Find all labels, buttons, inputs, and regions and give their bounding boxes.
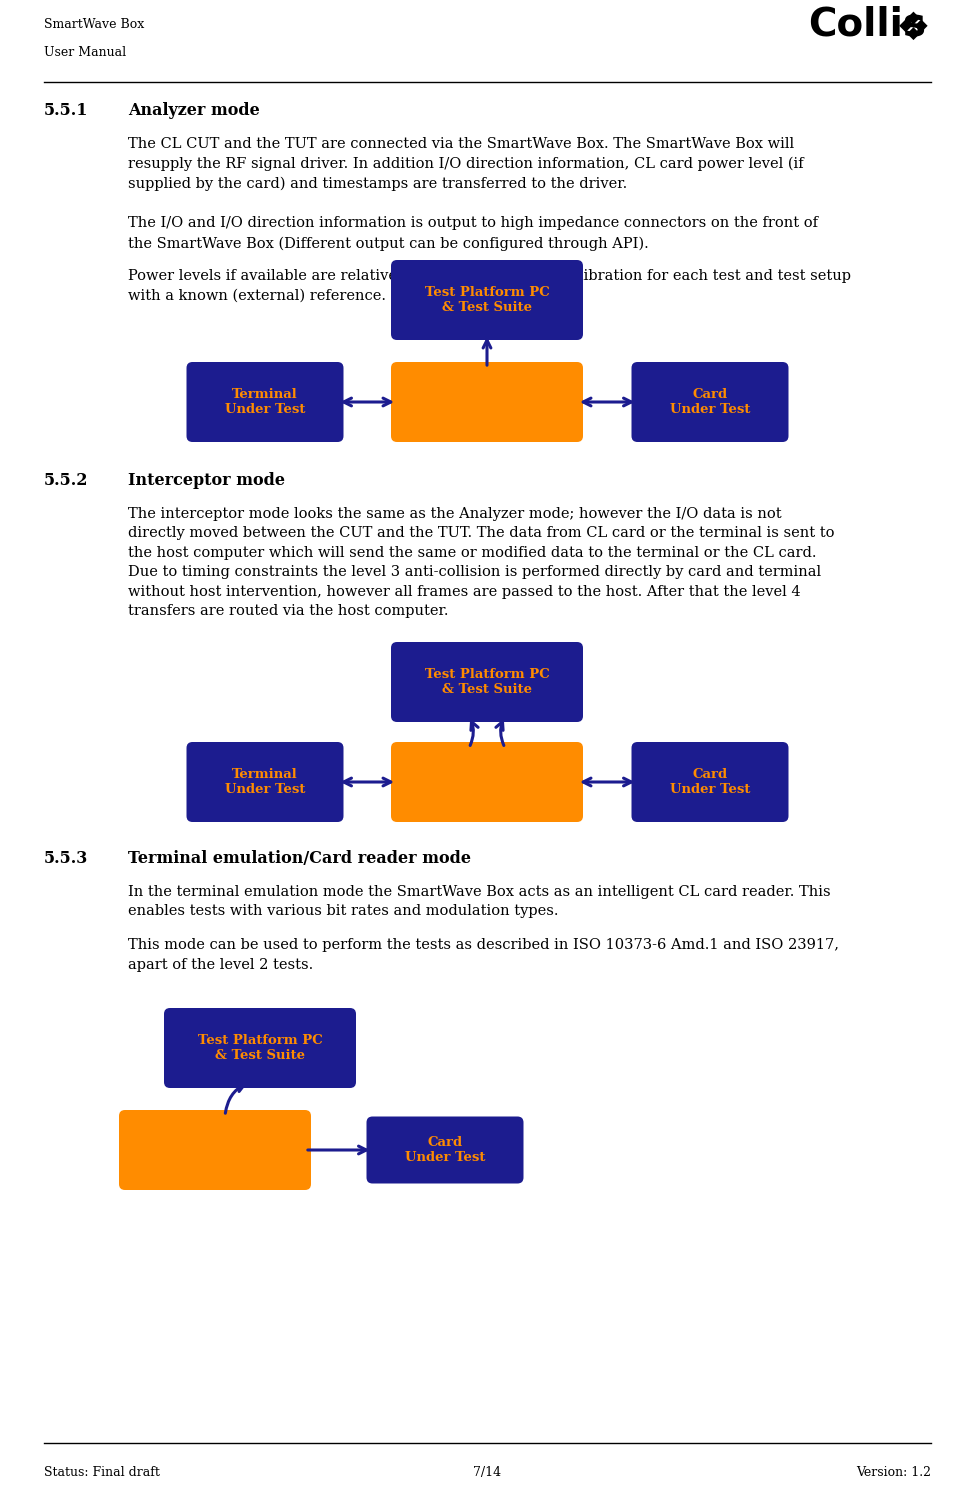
- FancyBboxPatch shape: [632, 741, 789, 821]
- Text: The I/O and I/O direction information is output to high impedance connectors on : The I/O and I/O direction information is…: [128, 216, 818, 251]
- Text: In the terminal emulation mode the SmartWave Box acts as an intelligent CL card : In the terminal emulation mode the Smart…: [128, 885, 831, 918]
- Text: Terminal emulation/Card reader mode: Terminal emulation/Card reader mode: [128, 850, 471, 867]
- Text: 7/14: 7/14: [474, 1466, 501, 1478]
- Text: Card
Under Test: Card Under Test: [405, 1136, 486, 1164]
- Text: Status: Final draft: Status: Final draft: [44, 1466, 160, 1478]
- FancyBboxPatch shape: [632, 362, 789, 442]
- FancyBboxPatch shape: [391, 260, 583, 340]
- Text: Interceptor mode: Interceptor mode: [128, 473, 285, 489]
- Text: The CL CUT and the TUT are connected via the SmartWave Box. The SmartWave Box wi: The CL CUT and the TUT are connected via…: [128, 137, 803, 192]
- Text: Terminal
Under Test: Terminal Under Test: [225, 388, 305, 415]
- FancyBboxPatch shape: [186, 741, 343, 821]
- Text: SmartWave
Box: SmartWave Box: [446, 769, 528, 796]
- FancyBboxPatch shape: [391, 362, 583, 442]
- FancyBboxPatch shape: [119, 1110, 311, 1190]
- Text: This mode can be used to perform the tests as described in ISO 10373-6 Amd.1 and: This mode can be used to perform the tes…: [128, 938, 839, 971]
- Text: Test Platform PC
& Test Suite: Test Platform PC & Test Suite: [425, 285, 549, 314]
- Text: Test Platform PC
& Test Suite: Test Platform PC & Test Suite: [198, 1034, 323, 1062]
- Text: Card
Under Test: Card Under Test: [670, 769, 750, 796]
- Text: Power levels if available are relative otherwise it requires calibration for eac: Power levels if available are relative o…: [128, 269, 851, 304]
- Text: 5.5.1: 5.5.1: [44, 103, 89, 119]
- Text: SmartWave
Box: SmartWave Box: [446, 388, 528, 415]
- Text: The interceptor mode looks the same as the Analyzer mode; however the I/O data i: The interceptor mode looks the same as t…: [128, 507, 835, 619]
- Text: ❖: ❖: [896, 11, 931, 48]
- Text: SmartWave Box: SmartWave Box: [44, 18, 144, 32]
- Text: SmartWave
Box: SmartWave Box: [174, 1136, 256, 1164]
- FancyBboxPatch shape: [164, 1009, 356, 1089]
- Text: Collis: Collis: [808, 6, 926, 44]
- Text: Card
Under Test: Card Under Test: [670, 388, 750, 415]
- Text: Test Platform PC
& Test Suite: Test Platform PC & Test Suite: [425, 667, 549, 696]
- FancyBboxPatch shape: [391, 741, 583, 821]
- FancyBboxPatch shape: [391, 642, 583, 722]
- Text: User Manual: User Manual: [44, 45, 126, 59]
- Text: Analyzer mode: Analyzer mode: [128, 103, 259, 119]
- Text: 5.5.2: 5.5.2: [44, 473, 89, 489]
- Text: 5.5.3: 5.5.3: [44, 850, 89, 867]
- Text: Terminal
Under Test: Terminal Under Test: [225, 769, 305, 796]
- Text: Version: 1.2: Version: 1.2: [856, 1466, 931, 1478]
- FancyBboxPatch shape: [367, 1116, 524, 1184]
- FancyBboxPatch shape: [186, 362, 343, 442]
